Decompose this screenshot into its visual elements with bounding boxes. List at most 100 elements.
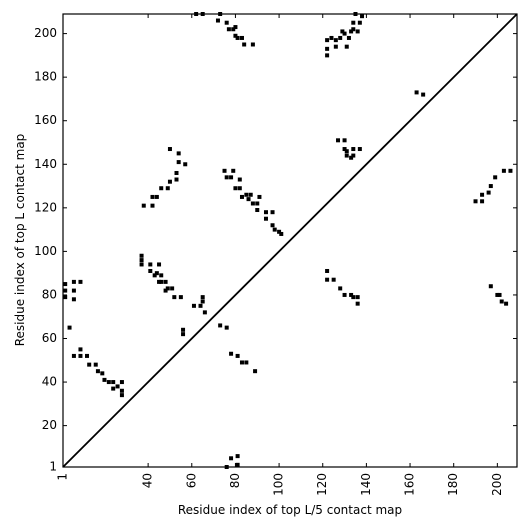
contact-point xyxy=(226,27,231,32)
contact-point xyxy=(508,168,513,173)
contact-point xyxy=(102,377,107,382)
contact-point xyxy=(351,295,356,300)
contact-point xyxy=(172,295,177,300)
contact-point xyxy=(78,353,83,358)
x-tick-label: 80 xyxy=(228,473,242,488)
contact-point xyxy=(279,231,284,236)
contact-point xyxy=(218,12,223,16)
contact-point xyxy=(106,380,111,385)
y-tick-label: 100 xyxy=(34,244,57,258)
contact-point xyxy=(480,192,485,197)
contact-point xyxy=(255,201,260,206)
contact-point xyxy=(67,325,72,330)
contact-point xyxy=(87,362,92,367)
contact-point xyxy=(95,369,100,374)
contact-point xyxy=(325,268,330,273)
x-tick-label: 40 xyxy=(141,473,155,488)
contact-point xyxy=(167,147,172,152)
contact-point xyxy=(255,208,260,213)
contact-point xyxy=(71,353,76,358)
contact-point xyxy=(351,153,356,158)
x-tick-label: 100 xyxy=(272,473,286,496)
contact-point xyxy=(157,279,162,284)
y-axis-label: Residue index of top L contact map xyxy=(13,134,27,347)
contact-point xyxy=(100,371,105,376)
contact-point xyxy=(159,279,164,284)
contact-point xyxy=(167,179,172,184)
contact-point xyxy=(325,53,330,58)
contact-point xyxy=(338,286,343,291)
contact-point xyxy=(239,35,244,40)
contact-point xyxy=(235,454,240,459)
contact-point xyxy=(233,186,238,191)
contact-point xyxy=(222,168,227,173)
contact-point xyxy=(272,227,277,232)
contact-point xyxy=(63,288,68,293)
contact-point xyxy=(202,310,207,315)
contact-point xyxy=(181,327,186,332)
contact-point xyxy=(253,369,258,374)
contact-point xyxy=(174,177,179,182)
contact-point xyxy=(242,42,247,47)
contact-point xyxy=(342,138,347,143)
contact-point xyxy=(218,323,223,328)
contact-point xyxy=(119,380,124,385)
contact-point xyxy=(257,194,262,199)
y-tick-label: 20 xyxy=(42,418,57,432)
contact-point xyxy=(85,353,90,358)
contact-point xyxy=(148,262,153,267)
y-tick-label: 80 xyxy=(42,287,57,301)
contact-point xyxy=(63,295,68,300)
contact-point xyxy=(139,253,144,258)
contact-point xyxy=(495,292,500,297)
contact-point xyxy=(250,42,255,47)
contact-point xyxy=(176,160,181,165)
contact-point xyxy=(473,199,478,204)
contact-point xyxy=(139,262,144,267)
contact-point xyxy=(250,201,255,206)
contact-point xyxy=(338,35,343,40)
x-axis-label: Residue index of top L/5 contact map xyxy=(178,503,402,517)
contact-point xyxy=(497,292,502,297)
contact-point xyxy=(163,279,168,284)
contact-point xyxy=(224,465,229,469)
contact-point xyxy=(480,199,485,204)
contact-point xyxy=(355,29,360,34)
contact-point xyxy=(351,147,356,152)
contact-point xyxy=(499,299,504,304)
contact-point xyxy=(504,301,509,306)
contact-point xyxy=(248,192,253,197)
contact-point xyxy=(198,303,203,308)
contact-point xyxy=(183,162,188,167)
contact-point xyxy=(235,353,240,358)
contact-point xyxy=(329,35,334,40)
contact-point xyxy=(200,12,205,16)
contact-point xyxy=(154,194,159,199)
contact-point xyxy=(111,380,116,385)
contact-point xyxy=(486,190,491,195)
contact-point xyxy=(178,295,183,300)
contact-point xyxy=(170,286,175,291)
contact-point xyxy=(344,44,349,49)
y-tick-label: 200 xyxy=(34,26,57,40)
contact-point xyxy=(239,360,244,365)
contact-point xyxy=(325,277,330,282)
contact-point xyxy=(165,186,170,191)
contact-point xyxy=(119,388,124,393)
contact-point xyxy=(148,268,153,273)
contact-point xyxy=(244,360,249,365)
contact-point xyxy=(346,35,351,40)
contact-point xyxy=(141,203,146,208)
contact-point xyxy=(163,288,168,293)
contact-point xyxy=(224,20,229,25)
contact-point xyxy=(191,303,196,308)
contact-point xyxy=(165,286,170,291)
contact-point xyxy=(246,197,251,202)
contact-point xyxy=(78,347,83,352)
contact-point xyxy=(194,12,199,16)
contact-point xyxy=(154,271,159,276)
contact-point xyxy=(71,297,76,302)
y-tick-label: 1 xyxy=(49,460,57,474)
contact-point xyxy=(357,147,362,152)
contact-point xyxy=(229,351,234,356)
